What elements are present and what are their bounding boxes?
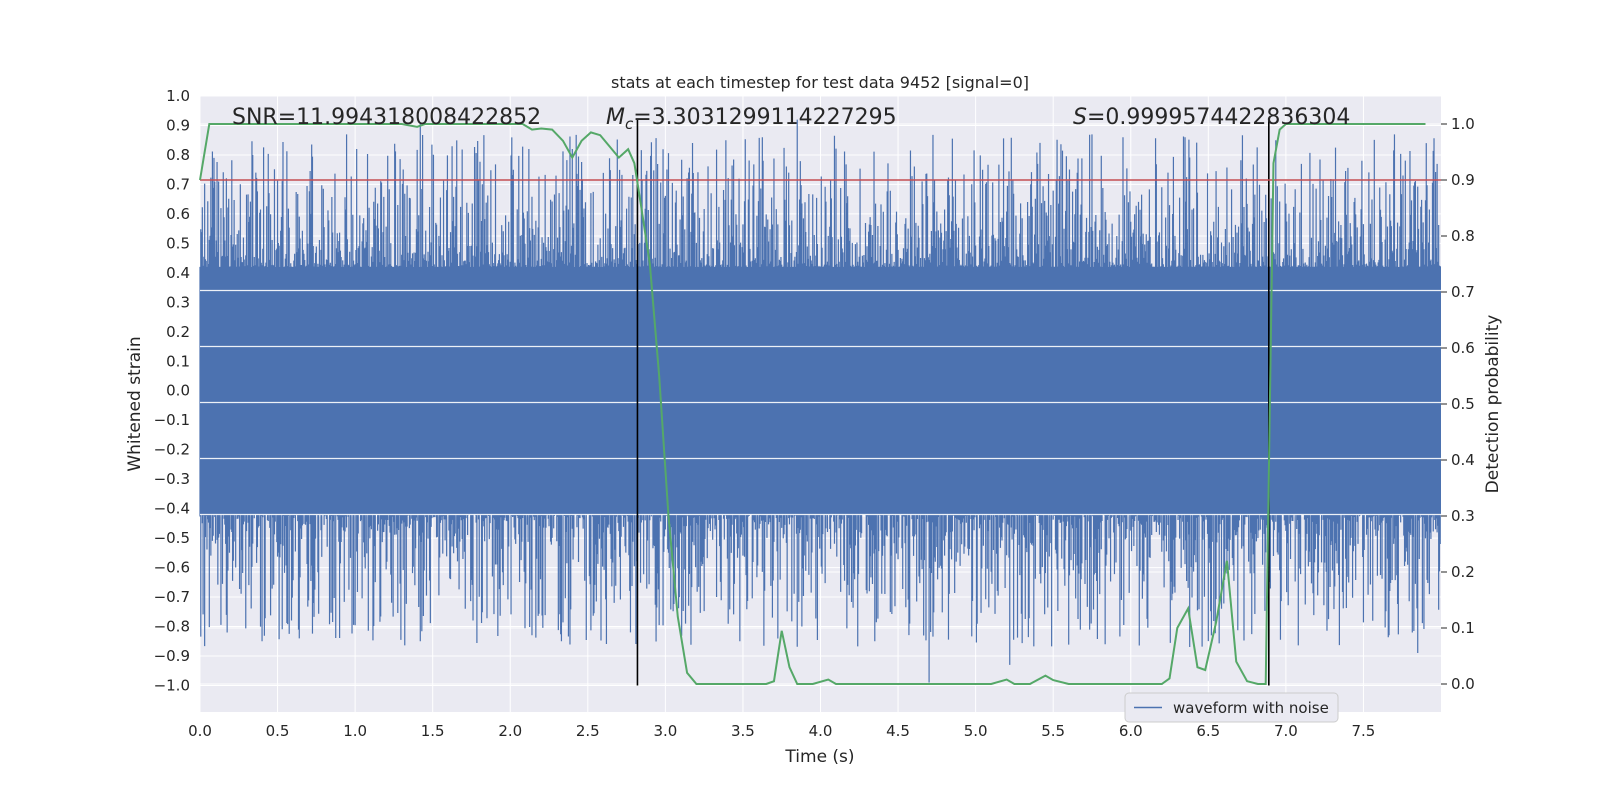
x-tick-label: 7.0 — [1274, 722, 1298, 740]
x-tick-label: 6.0 — [1119, 722, 1143, 740]
x-tick-label: 4.5 — [886, 722, 910, 740]
x-tick-label: 5.0 — [964, 722, 988, 740]
y-tick-label: −0.2 — [154, 441, 190, 459]
y-tick-label: −0.3 — [154, 470, 190, 488]
x-tick-label: 5.5 — [1041, 722, 1065, 740]
y-tick-label: 0.7 — [166, 175, 190, 193]
mc-symbol: M — [606, 105, 625, 130]
y2-tick-label: 0.0 — [1451, 675, 1475, 693]
waveform-series — [199, 119, 1441, 683]
y2-tick-label: 0.3 — [1451, 507, 1475, 525]
s-value: =0.9999574422836304 — [1087, 105, 1350, 130]
y-tick-label: −0.9 — [154, 647, 190, 665]
y2-tick-label: 1.0 — [1451, 115, 1475, 133]
y2-tick-label: 0.8 — [1451, 227, 1475, 245]
y-tick-label: 0.4 — [166, 264, 190, 282]
y-tick-label: 0.0 — [166, 382, 190, 400]
y-tick-label: 0.3 — [166, 293, 190, 311]
x-tick-label: 1.5 — [421, 722, 445, 740]
y-tick-label: 0.6 — [166, 205, 190, 223]
x-tick-label: 3.0 — [653, 722, 677, 740]
mc-value: =3.3031299114227295 — [633, 105, 896, 130]
waveform-line — [199, 119, 1441, 683]
x-tick-label: 0.0 — [188, 722, 212, 740]
y-tick-label: −0.4 — [154, 500, 190, 518]
x-tick-labels: 0.0 0.5 1.0 1.5 2.0 2.5 3.0 3.5 4.0 4.5 5.0 5.5 6.0 6… — [188, 722, 1375, 740]
y2-tick-label: 0.9 — [1451, 171, 1475, 189]
vertical-markers — [636, 119, 1270, 686]
y-axis-label: Whitened strain — [125, 336, 145, 471]
x-tick-label: 3.5 — [731, 722, 755, 740]
y-tick-label: −0.7 — [154, 588, 190, 606]
y-tick-label: 0.9 — [166, 116, 190, 134]
y2-tick-label: 0.2 — [1451, 563, 1475, 581]
y-tick-label: 1.0 — [166, 87, 190, 105]
probability-series — [199, 123, 1426, 685]
mc-subscript: c — [625, 115, 634, 133]
y-tick-label: 0.1 — [166, 352, 190, 370]
x-axis-label: Time (s) — [784, 747, 854, 767]
y-tick-label: −1.0 — [154, 676, 190, 694]
s-symbol: S — [1073, 105, 1087, 130]
legend-box — [1124, 692, 1339, 723]
chirp-mass-annotation: Mc=3.3031299114227295 — [606, 105, 897, 133]
y2-axis-label: Detection probability — [1483, 315, 1503, 494]
y-tick-label: −0.1 — [154, 411, 190, 429]
y-tick-label: 0.2 — [166, 323, 190, 341]
x-tick-label: 6.5 — [1196, 722, 1220, 740]
y-tick-label: 0.8 — [166, 146, 190, 164]
y2-tick-label: 0.4 — [1451, 451, 1475, 469]
y2-tick-label: 0.5 — [1451, 395, 1475, 413]
y2-tick-label: 0.6 — [1451, 339, 1475, 357]
y-tick-label: 0.5 — [166, 234, 190, 252]
x-tick-label: 4.0 — [809, 722, 833, 740]
y2-tick-label: 0.7 — [1451, 283, 1475, 301]
y2-tick-label: 0.1 — [1451, 619, 1475, 637]
chart-title: stats at each timestep for test data 945… — [611, 73, 1029, 92]
x-tick-label: 7.5 — [1352, 722, 1376, 740]
legend-label: waveform with noise — [1173, 699, 1329, 717]
x-tick-label: 0.5 — [266, 722, 290, 740]
x-tick-label: 1.0 — [343, 722, 367, 740]
x-tick-label: 2.5 — [576, 722, 600, 740]
y-tick-label: −0.6 — [154, 559, 190, 577]
y-tick-labels: 1.0 0.9 0.8 0.7 0.6 0.5 0.4 0.3 0.2 0.1 0.0 −0.1 −0.… — [154, 87, 190, 694]
y-tick-label: −0.8 — [154, 618, 190, 636]
y2-tick-labels: 1.0 0.9 0.8 0.7 0.6 0.5 0.4 0.3 0.2 0.1 0.0 — [1451, 115, 1475, 693]
legend: waveform with noise — [1124, 692, 1339, 723]
x-tick-label: 2.0 — [498, 722, 522, 740]
detection-score-annotation: S=0.9999574422836304 — [1073, 105, 1350, 130]
snr-annotation: SNR=11.994318008422852 — [232, 105, 541, 130]
detection-probability-line — [199, 123, 1426, 685]
y-tick-label: −0.5 — [154, 529, 190, 547]
